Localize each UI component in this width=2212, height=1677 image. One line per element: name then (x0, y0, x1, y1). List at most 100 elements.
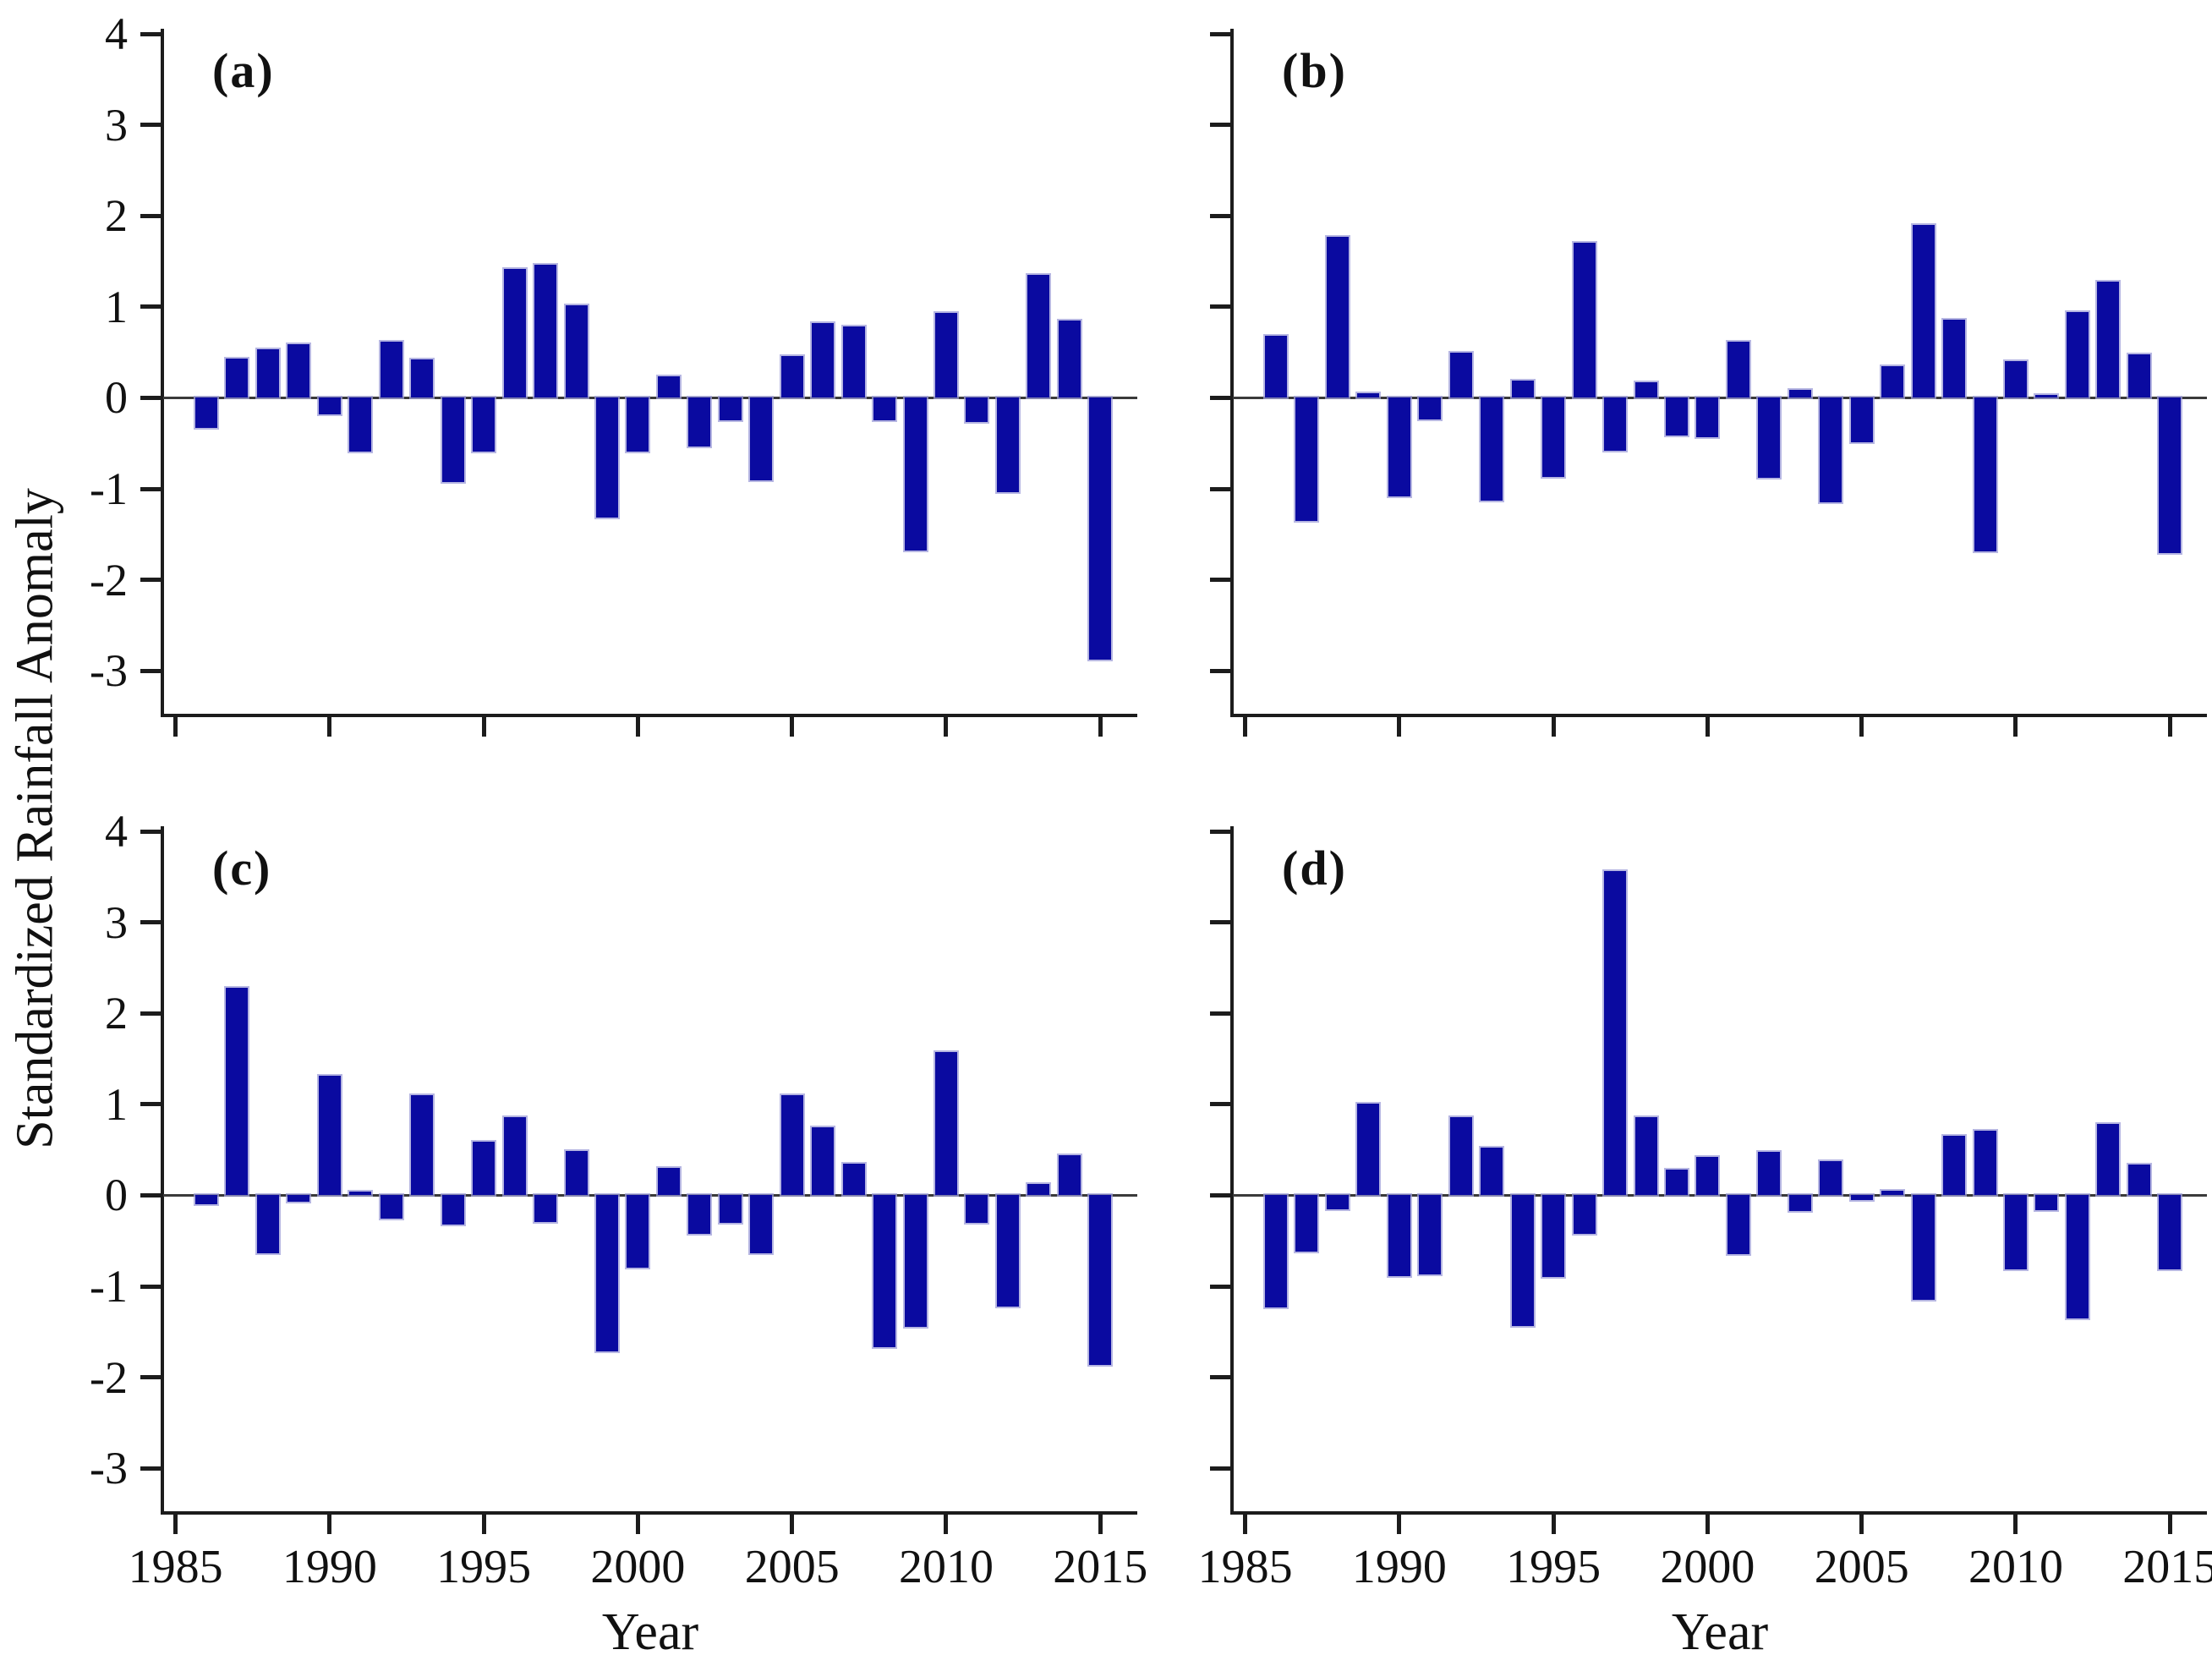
x-tick (1551, 716, 1556, 737)
bar-1993 (1479, 396, 1505, 502)
bar-1990 (1386, 396, 1412, 498)
bar-2004 (748, 1193, 775, 1256)
bar-2009 (1972, 396, 1998, 554)
bar-2012 (994, 1193, 1021, 1308)
y-tick (140, 1102, 162, 1107)
y-tick (140, 578, 162, 583)
bar-2015 (2157, 1193, 2183, 1271)
x-tick (1243, 1514, 1248, 1534)
bar-2011 (2034, 393, 2060, 400)
zero-line (163, 1193, 1137, 1197)
bar-1991 (1417, 1193, 1443, 1276)
zero-line (163, 396, 1137, 399)
bar-1990 (1386, 1193, 1412, 1279)
x-tick (1705, 1514, 1710, 1534)
bar-1992 (378, 1193, 404, 1221)
bar-1997 (533, 1193, 559, 1224)
bar-1998 (1633, 1115, 1659, 1197)
bar-2013 (1026, 1182, 1052, 1197)
y-tick (140, 1011, 162, 1016)
y-tick (1210, 1011, 1231, 1016)
y-tick (1210, 1102, 1231, 1107)
y-axis-spine (1230, 826, 1234, 1514)
bar-1998 (563, 303, 589, 400)
bar-2013 (2095, 1122, 2122, 1197)
bar-2009 (902, 1193, 928, 1329)
bar-1998 (563, 1148, 589, 1197)
bar-2001 (655, 374, 682, 400)
y-tick-label: 2 (105, 190, 128, 242)
bar-1987 (1294, 396, 1320, 523)
bar-2005 (779, 353, 805, 400)
bar-1987 (224, 357, 250, 400)
x-tick-label: 1990 (1351, 1541, 1447, 1593)
bar-1991 (348, 1189, 374, 1197)
y-tick-label: 0 (105, 372, 128, 424)
bar-2004 (1818, 396, 1844, 505)
y-tick-label: 3 (105, 99, 128, 151)
bar-1989 (286, 1193, 312, 1203)
x-tick (1243, 716, 1248, 737)
bar-1993 (1479, 1146, 1505, 1197)
y-tick (140, 123, 162, 128)
bar-1986 (1263, 334, 1289, 400)
y-tick-label: 4 (105, 806, 128, 857)
y-tick (140, 213, 162, 218)
x-tick (1859, 1514, 1864, 1534)
y-tick-label: -3 (90, 645, 128, 697)
y-tick (1210, 1192, 1231, 1197)
x-tick-label: 1995 (436, 1541, 532, 1593)
y-tick (140, 395, 162, 400)
bar-1995 (1541, 1193, 1567, 1280)
bar-1993 (409, 358, 435, 400)
bar-1999 (1663, 1168, 1689, 1197)
y-tick (140, 1192, 162, 1197)
bar-1994 (440, 396, 466, 485)
bar-2011 (2034, 1193, 2060, 1212)
x-tick (1397, 1514, 1402, 1534)
x-tick-label: 2010 (1968, 1541, 2063, 1593)
x-tick-label: 2015 (2122, 1541, 2212, 1593)
y-tick-label: 4 (105, 8, 128, 59)
bar-2012 (994, 396, 1021, 495)
x-axis-title-right: Year (1671, 1603, 1769, 1661)
bar-2009 (902, 396, 928, 553)
bar-2002 (1756, 396, 1782, 480)
x-tick (327, 1514, 332, 1534)
bar-1989 (1355, 391, 1382, 400)
bar-1992 (1448, 350, 1474, 400)
bar-1990 (316, 396, 342, 416)
y-tick (1210, 395, 1231, 400)
x-tick (1397, 716, 1402, 737)
bar-2003 (717, 1193, 743, 1225)
x-tick (1098, 716, 1103, 737)
bar-1994 (1509, 1193, 1536, 1329)
y-tick-label: 2 (105, 988, 128, 1039)
panel-a-letter: (a) (212, 43, 275, 98)
bar-2008 (1941, 1134, 1968, 1197)
bar-1997 (533, 263, 559, 400)
x-tick-label: 2000 (590, 1541, 686, 1593)
bar-1998 (1633, 381, 1659, 400)
bar-1995 (1541, 396, 1567, 479)
bar-1999 (594, 1193, 620, 1354)
x-axis-spine (1230, 714, 2207, 717)
x-tick-label: 1990 (282, 1541, 377, 1593)
panel-c-letter: (c) (212, 841, 272, 896)
bar-1989 (1355, 1101, 1382, 1197)
bar-1996 (501, 1115, 528, 1197)
bar-1997 (1602, 869, 1629, 1197)
x-tick (2167, 716, 2172, 737)
panel-a-plot-area: 4 3 2 1 0 -1 -2 -3 (90, 8, 1137, 737)
bar-2000 (1695, 1155, 1721, 1197)
bar-2001 (1725, 339, 1751, 400)
y-tick (1210, 668, 1231, 673)
x-tick (481, 716, 486, 737)
bar-2011 (964, 1193, 990, 1225)
bar-2012 (2064, 310, 2090, 400)
y-tick (1210, 1284, 1231, 1289)
panel-b-plot-area (1210, 29, 2207, 737)
bar-1996 (501, 266, 528, 400)
y-tick (1210, 31, 1231, 36)
x-tick (944, 1514, 949, 1534)
